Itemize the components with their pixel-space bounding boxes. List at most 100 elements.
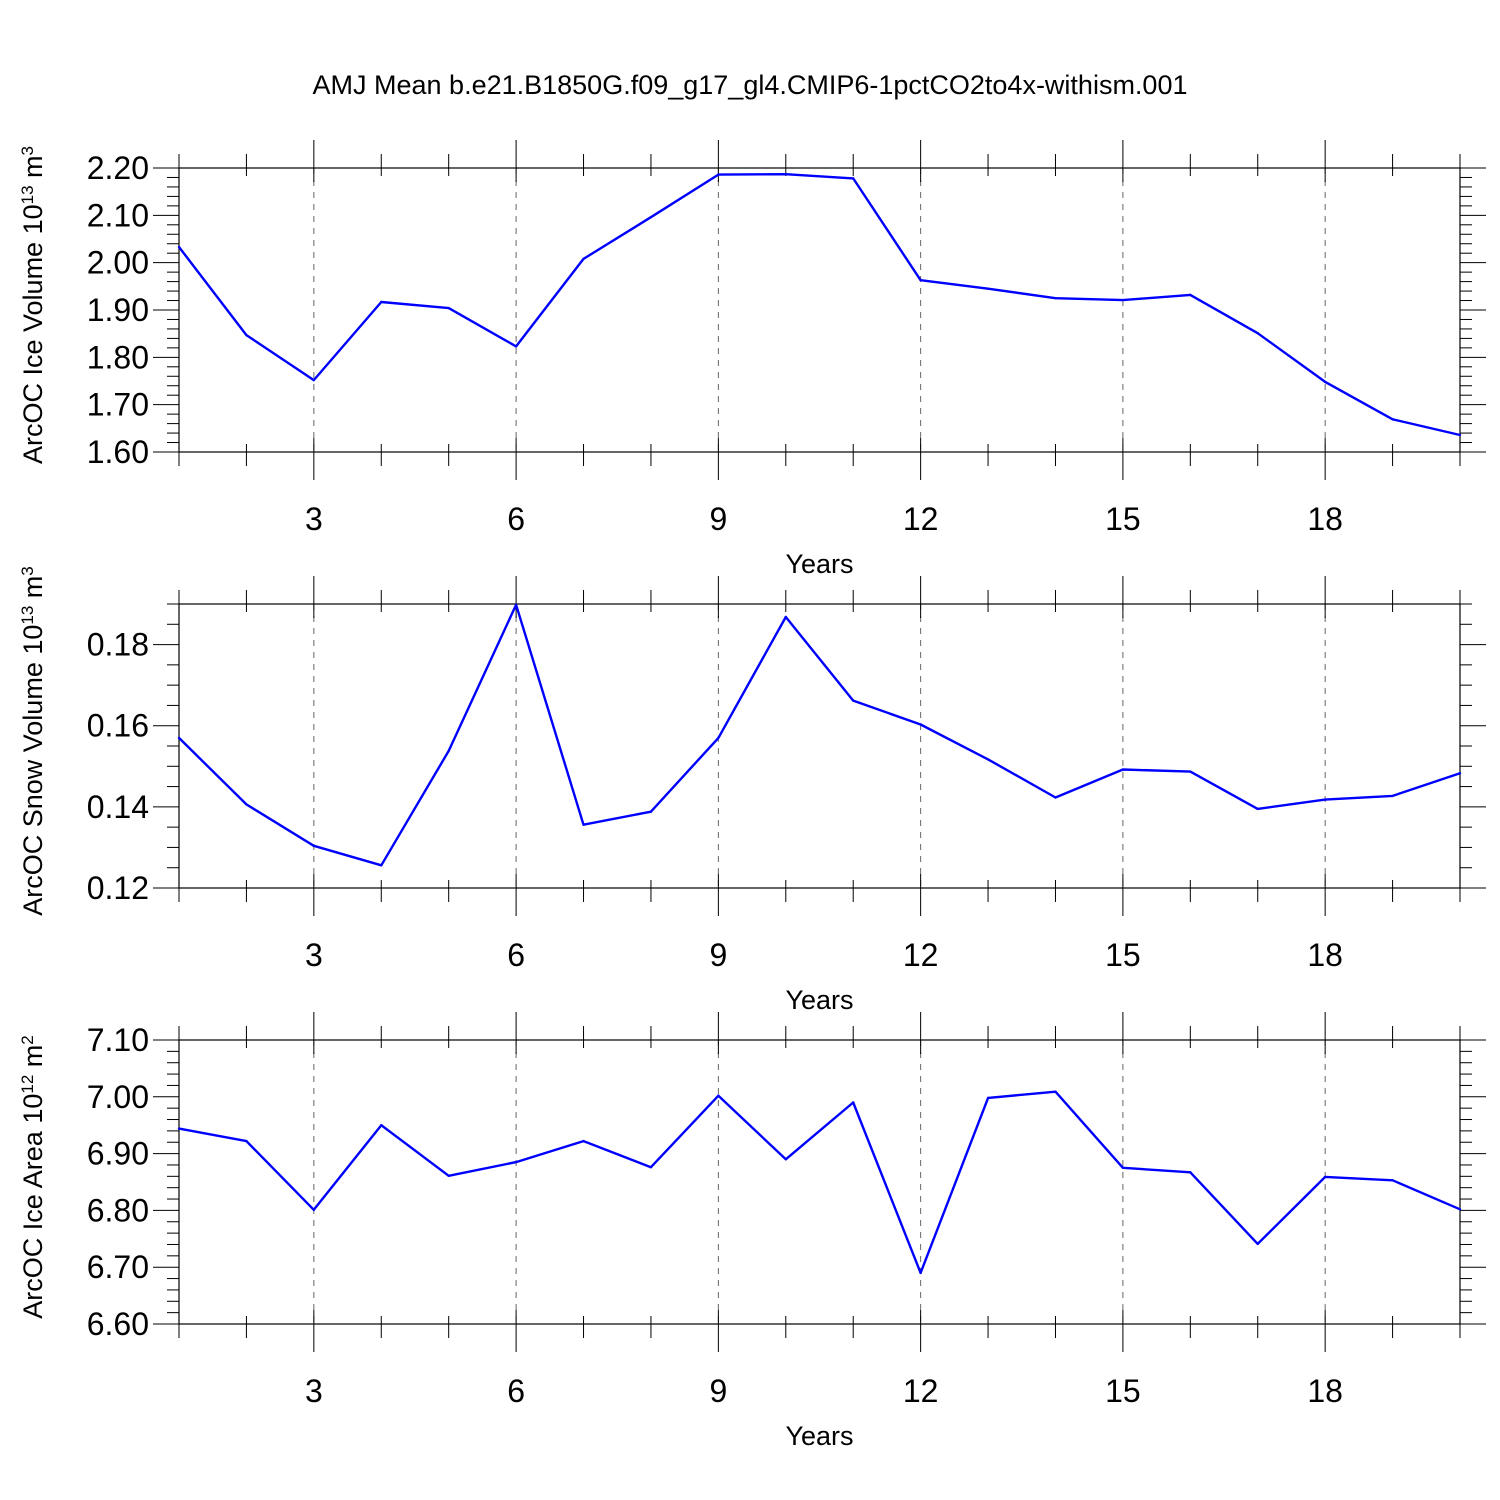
data-point [582,257,585,261]
data-point [1054,796,1057,799]
data-point [312,378,316,382]
data-point [447,1174,450,1177]
y-axis-label-text: ArcOC Snow Volume 10 [18,625,48,916]
data-point [312,844,316,848]
data-point [784,615,787,619]
data-point [1391,1179,1394,1182]
y-tick-label: 0.12 [87,870,149,906]
y-tick-label: 6.60 [87,1306,149,1342]
data-point [312,1208,316,1212]
panel-snow-volume: 0.12 0.14 0.16 0.18 3 6 9 12 15 18 Years ArcOC Snow… [18,566,1486,1015]
x-tick-label: 3 [305,1373,323,1409]
data-point [919,723,922,726]
data-point [1054,1090,1057,1093]
y-tick-label: 2.20 [87,150,149,186]
y-tick-label: 7.10 [87,1022,149,1058]
data-point [986,1096,990,1100]
x-tick-label: 12 [903,937,939,973]
y-tick-label: 7.00 [87,1079,149,1115]
x-tick-label: 6 [507,501,525,537]
data-point [717,736,720,740]
series-line [178,1090,1461,1275]
data-point [447,749,450,753]
y-axis-label-text: ArcOC Ice Volume 10 [18,204,48,464]
data-point [582,823,585,826]
x-tick-label: 3 [305,937,323,973]
data-point [852,1101,855,1104]
data-point [514,603,518,607]
x-tick-label: 9 [709,937,727,973]
y-axis-label: ArcOC Ice Area 1012 m2 [18,1035,49,1319]
data-point [919,278,922,282]
data-point [1323,1175,1327,1179]
data-point [245,803,248,806]
data-point [986,287,990,290]
plot-frame [178,603,1461,889]
data-point [177,736,181,740]
x-tick-label: 6 [507,1373,525,1409]
data-point [1189,1171,1192,1174]
y-tick-label: 1.90 [87,292,149,328]
data-point [380,864,383,867]
data-point [649,1166,653,1169]
y-axis-label: ArcOC Snow Volume 1013 m3 [18,566,49,916]
y-axis-label: ArcOC Ice Volume 1013 m3 [18,146,49,464]
data-point [1121,768,1125,771]
data-point [852,177,855,180]
data-point [1323,380,1327,384]
data-point [1256,1242,1259,1246]
panel-ice-volume: 1.60 1.70 1.80 1.90 2.00 2.10 2.20 3 6 9 12 15 18 Yea… [18,140,1486,579]
plot-frame [178,1039,1461,1325]
data-point [717,1094,720,1097]
data-point [1391,794,1394,798]
x-tick-label: 15 [1105,1373,1141,1409]
data-point [986,758,990,761]
x-tick-label: 18 [1307,501,1343,537]
data-point [1256,331,1259,335]
y-tick-label: 0.14 [87,789,149,825]
x-tick-label: 9 [709,501,727,537]
x-axis-label: Years [785,549,853,579]
data-point [784,1158,787,1161]
y-tick-label: 0.18 [87,627,149,663]
data-point [1256,807,1259,811]
y-tick-label: 6.80 [87,1192,149,1228]
y-axis-label-superscript: 3 [18,566,37,575]
x-tick-label: 3 [305,501,323,537]
panel-ice-area: 6.60 6.70 6.80 6.90 7.00 7.10 3 6 9 12 15 18 Years Ar… [18,1012,1486,1451]
x-tick-label: 18 [1307,1373,1343,1409]
data-point [919,1271,922,1275]
x-tick-label: 6 [507,937,525,973]
x-axis-label: Years [785,1421,853,1451]
y-tick-label: 2.00 [87,245,149,281]
x-tick-label: 15 [1105,501,1141,537]
y-axis-label-superscript: 3 [18,146,37,155]
data-point [514,1160,518,1164]
y-tick-label: 1.80 [87,339,149,375]
y-axis-label-text: m [18,1045,48,1075]
y-axis-label-text: m [18,576,48,606]
data-point [1323,798,1327,801]
y-tick-label: 2.10 [87,197,149,233]
x-tick-label: 9 [709,1373,727,1409]
x-tick-label: 18 [1307,937,1343,973]
y-axis-label-superscript: 2 [18,1035,37,1044]
y-tick-label: 1.60 [87,434,149,470]
data-point [1121,1166,1125,1170]
data-point [1458,771,1462,775]
plot-frame [178,167,1461,453]
data-point [177,245,181,249]
y-axis-label-text: m [18,155,48,185]
data-point [1189,770,1192,773]
y-tick-label: 0.16 [87,708,149,744]
x-tick-label: 12 [903,501,939,537]
y-axis-label-superscript: 13 [18,185,37,204]
data-point [1054,296,1057,300]
y-axis-label-superscript: 12 [18,1075,37,1094]
data-point [514,345,518,348]
data-point [1458,1208,1462,1211]
y-axis-label-superscript: 13 [18,606,37,625]
x-tick-label: 15 [1105,937,1141,973]
y-tick-label: 6.70 [87,1249,149,1285]
y-tick-label: 1.70 [87,387,149,423]
